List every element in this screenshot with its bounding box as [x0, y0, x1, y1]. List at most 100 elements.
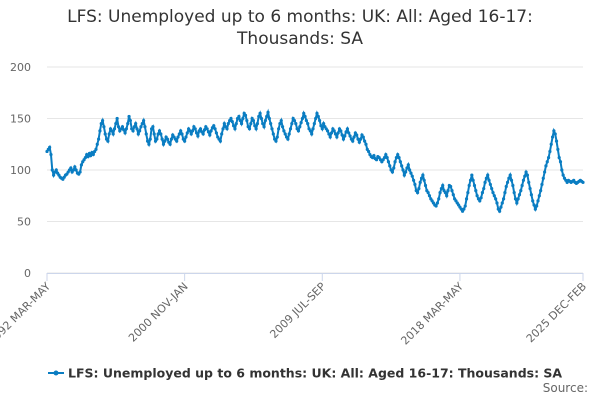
- point: [409, 171, 413, 175]
- point: [344, 130, 348, 134]
- point: [74, 168, 78, 172]
- point: [128, 118, 132, 123]
- point: [451, 193, 455, 197]
- point: [279, 118, 283, 123]
- point: [540, 182, 544, 187]
- point: [561, 173, 565, 177]
- point: [472, 183, 477, 188]
- point: [265, 114, 269, 119]
- point: [515, 201, 519, 205]
- point: [320, 127, 324, 131]
- point: [466, 191, 470, 195]
- point: [516, 197, 520, 201]
- point: [52, 173, 56, 177]
- point: [241, 116, 245, 121]
- point: [214, 131, 219, 135]
- point: [213, 127, 217, 131]
- point: [218, 139, 222, 143]
- point: [95, 142, 99, 146]
- point: [527, 180, 531, 184]
- point: [450, 189, 454, 193]
- point: [71, 168, 76, 172]
- point: [114, 122, 118, 126]
- point: [483, 180, 487, 184]
- point: [102, 125, 106, 129]
- point: [287, 132, 291, 136]
- point: [423, 183, 428, 188]
- point: [394, 156, 398, 160]
- point: [361, 135, 365, 139]
- point: [336, 131, 340, 135]
- point: [288, 127, 293, 131]
- point: [345, 127, 350, 131]
- point: [359, 137, 363, 141]
- point: [275, 135, 279, 139]
- point: [302, 111, 306, 115]
- point: [238, 118, 242, 123]
- point: [347, 131, 351, 135]
- point: [230, 119, 234, 124]
- point: [100, 118, 105, 123]
- point: [127, 114, 131, 119]
- point: [157, 129, 162, 133]
- point: [263, 118, 267, 123]
- point: [398, 160, 402, 164]
- point: [48, 145, 52, 149]
- point: [180, 132, 184, 136]
- point: [225, 127, 229, 131]
- point: [111, 132, 115, 136]
- point: [262, 125, 266, 129]
- point: [190, 129, 195, 133]
- point: [126, 122, 130, 126]
- point: [155, 137, 159, 141]
- point: [267, 116, 271, 121]
- point: [327, 132, 331, 136]
- point: [484, 176, 488, 180]
- point: [462, 207, 466, 211]
- point: [311, 127, 315, 131]
- point: [269, 122, 273, 126]
- point: [184, 135, 188, 139]
- point: [400, 164, 404, 168]
- point: [325, 129, 330, 133]
- point: [503, 191, 507, 195]
- point: [89, 153, 93, 158]
- point: [123, 131, 127, 135]
- point: [300, 116, 305, 121]
- point: [426, 191, 430, 195]
- x-tick-label: 2009 JUL-SEP: [267, 280, 328, 341]
- point: [340, 133, 344, 137]
- point: [94, 147, 98, 151]
- point: [393, 160, 397, 164]
- point: [97, 137, 101, 141]
- point: [474, 189, 478, 193]
- point: [208, 133, 212, 137]
- point: [560, 168, 564, 172]
- point: [505, 180, 510, 184]
- point: [415, 191, 420, 195]
- point: [151, 125, 155, 129]
- point: [193, 127, 197, 131]
- point: [160, 137, 164, 141]
- point: [537, 194, 541, 198]
- point: [355, 133, 359, 137]
- point: [441, 183, 445, 188]
- point: [254, 127, 258, 131]
- point: [143, 125, 147, 129]
- point: [201, 132, 205, 136]
- point: [351, 139, 355, 143]
- point: [339, 129, 343, 133]
- point: [83, 156, 87, 160]
- point: [221, 127, 225, 131]
- point: [363, 139, 367, 143]
- point: [148, 137, 152, 141]
- point: [316, 114, 320, 119]
- point: [115, 116, 119, 121]
- point: [554, 139, 559, 143]
- point: [251, 118, 256, 123]
- point: [417, 186, 421, 191]
- source: Source:: [543, 381, 588, 395]
- point: [413, 182, 417, 187]
- point: [341, 137, 346, 141]
